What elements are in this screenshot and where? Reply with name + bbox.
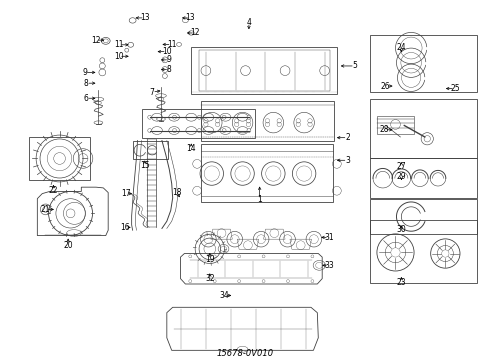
Bar [198,50,330,91]
Ellipse shape [247,115,251,119]
Text: 2: 2 [345,133,350,142]
Text: 24: 24 [396,43,406,52]
Bar [201,144,333,202]
Bar [191,47,337,94]
Text: 25: 25 [450,84,460,93]
Text: 8: 8 [167,65,171,74]
Text: 28: 28 [379,125,389,134]
Bar [369,158,477,198]
Ellipse shape [247,129,251,132]
Bar [377,116,414,134]
Text: 6: 6 [84,94,89,103]
Text: 15: 15 [140,161,149,170]
Text: 1: 1 [257,195,262,204]
Text: 13: 13 [185,13,195,22]
Bar [143,109,255,138]
Text: 26: 26 [381,82,391,91]
Text: 9: 9 [167,55,172,64]
Ellipse shape [222,129,226,132]
Ellipse shape [148,115,152,119]
Bar [369,220,477,283]
Text: 15678-0V010: 15678-0V010 [217,348,273,357]
Text: 22: 22 [49,186,58,195]
Ellipse shape [172,129,176,132]
Text: 7: 7 [150,87,155,96]
Text: 30: 30 [396,225,406,234]
Bar [369,99,477,158]
Bar [369,199,477,234]
Text: 23: 23 [396,278,406,287]
Text: 11: 11 [114,40,123,49]
Text: 31: 31 [324,233,334,242]
Text: 27: 27 [396,162,406,171]
Text: 13: 13 [140,13,149,22]
Bar [29,137,90,180]
Text: 12: 12 [191,28,200,37]
Text: 20: 20 [63,241,73,250]
Ellipse shape [222,115,226,119]
Bar [201,101,334,140]
Text: 29: 29 [396,172,406,181]
Text: 11: 11 [167,40,176,49]
Ellipse shape [172,115,176,119]
Text: 17: 17 [122,189,131,198]
Text: 21: 21 [41,205,50,214]
Text: 8: 8 [84,79,89,88]
Ellipse shape [197,129,201,132]
Text: 10: 10 [114,52,124,61]
Text: 16: 16 [121,223,130,232]
Ellipse shape [148,129,152,132]
Text: 32: 32 [205,274,215,283]
Text: 33: 33 [324,261,334,270]
Bar [133,141,168,159]
Text: 9: 9 [82,68,87,77]
Text: 34: 34 [220,291,229,300]
Text: 4: 4 [246,18,251,27]
Text: 5: 5 [352,62,357,71]
Text: 14: 14 [186,144,196,153]
Text: 3: 3 [345,156,350,165]
Bar [369,35,477,92]
Ellipse shape [197,115,201,119]
Text: 19: 19 [205,255,215,264]
Text: 10: 10 [162,47,171,56]
Text: 12: 12 [91,36,101,45]
Text: 18: 18 [172,188,181,197]
